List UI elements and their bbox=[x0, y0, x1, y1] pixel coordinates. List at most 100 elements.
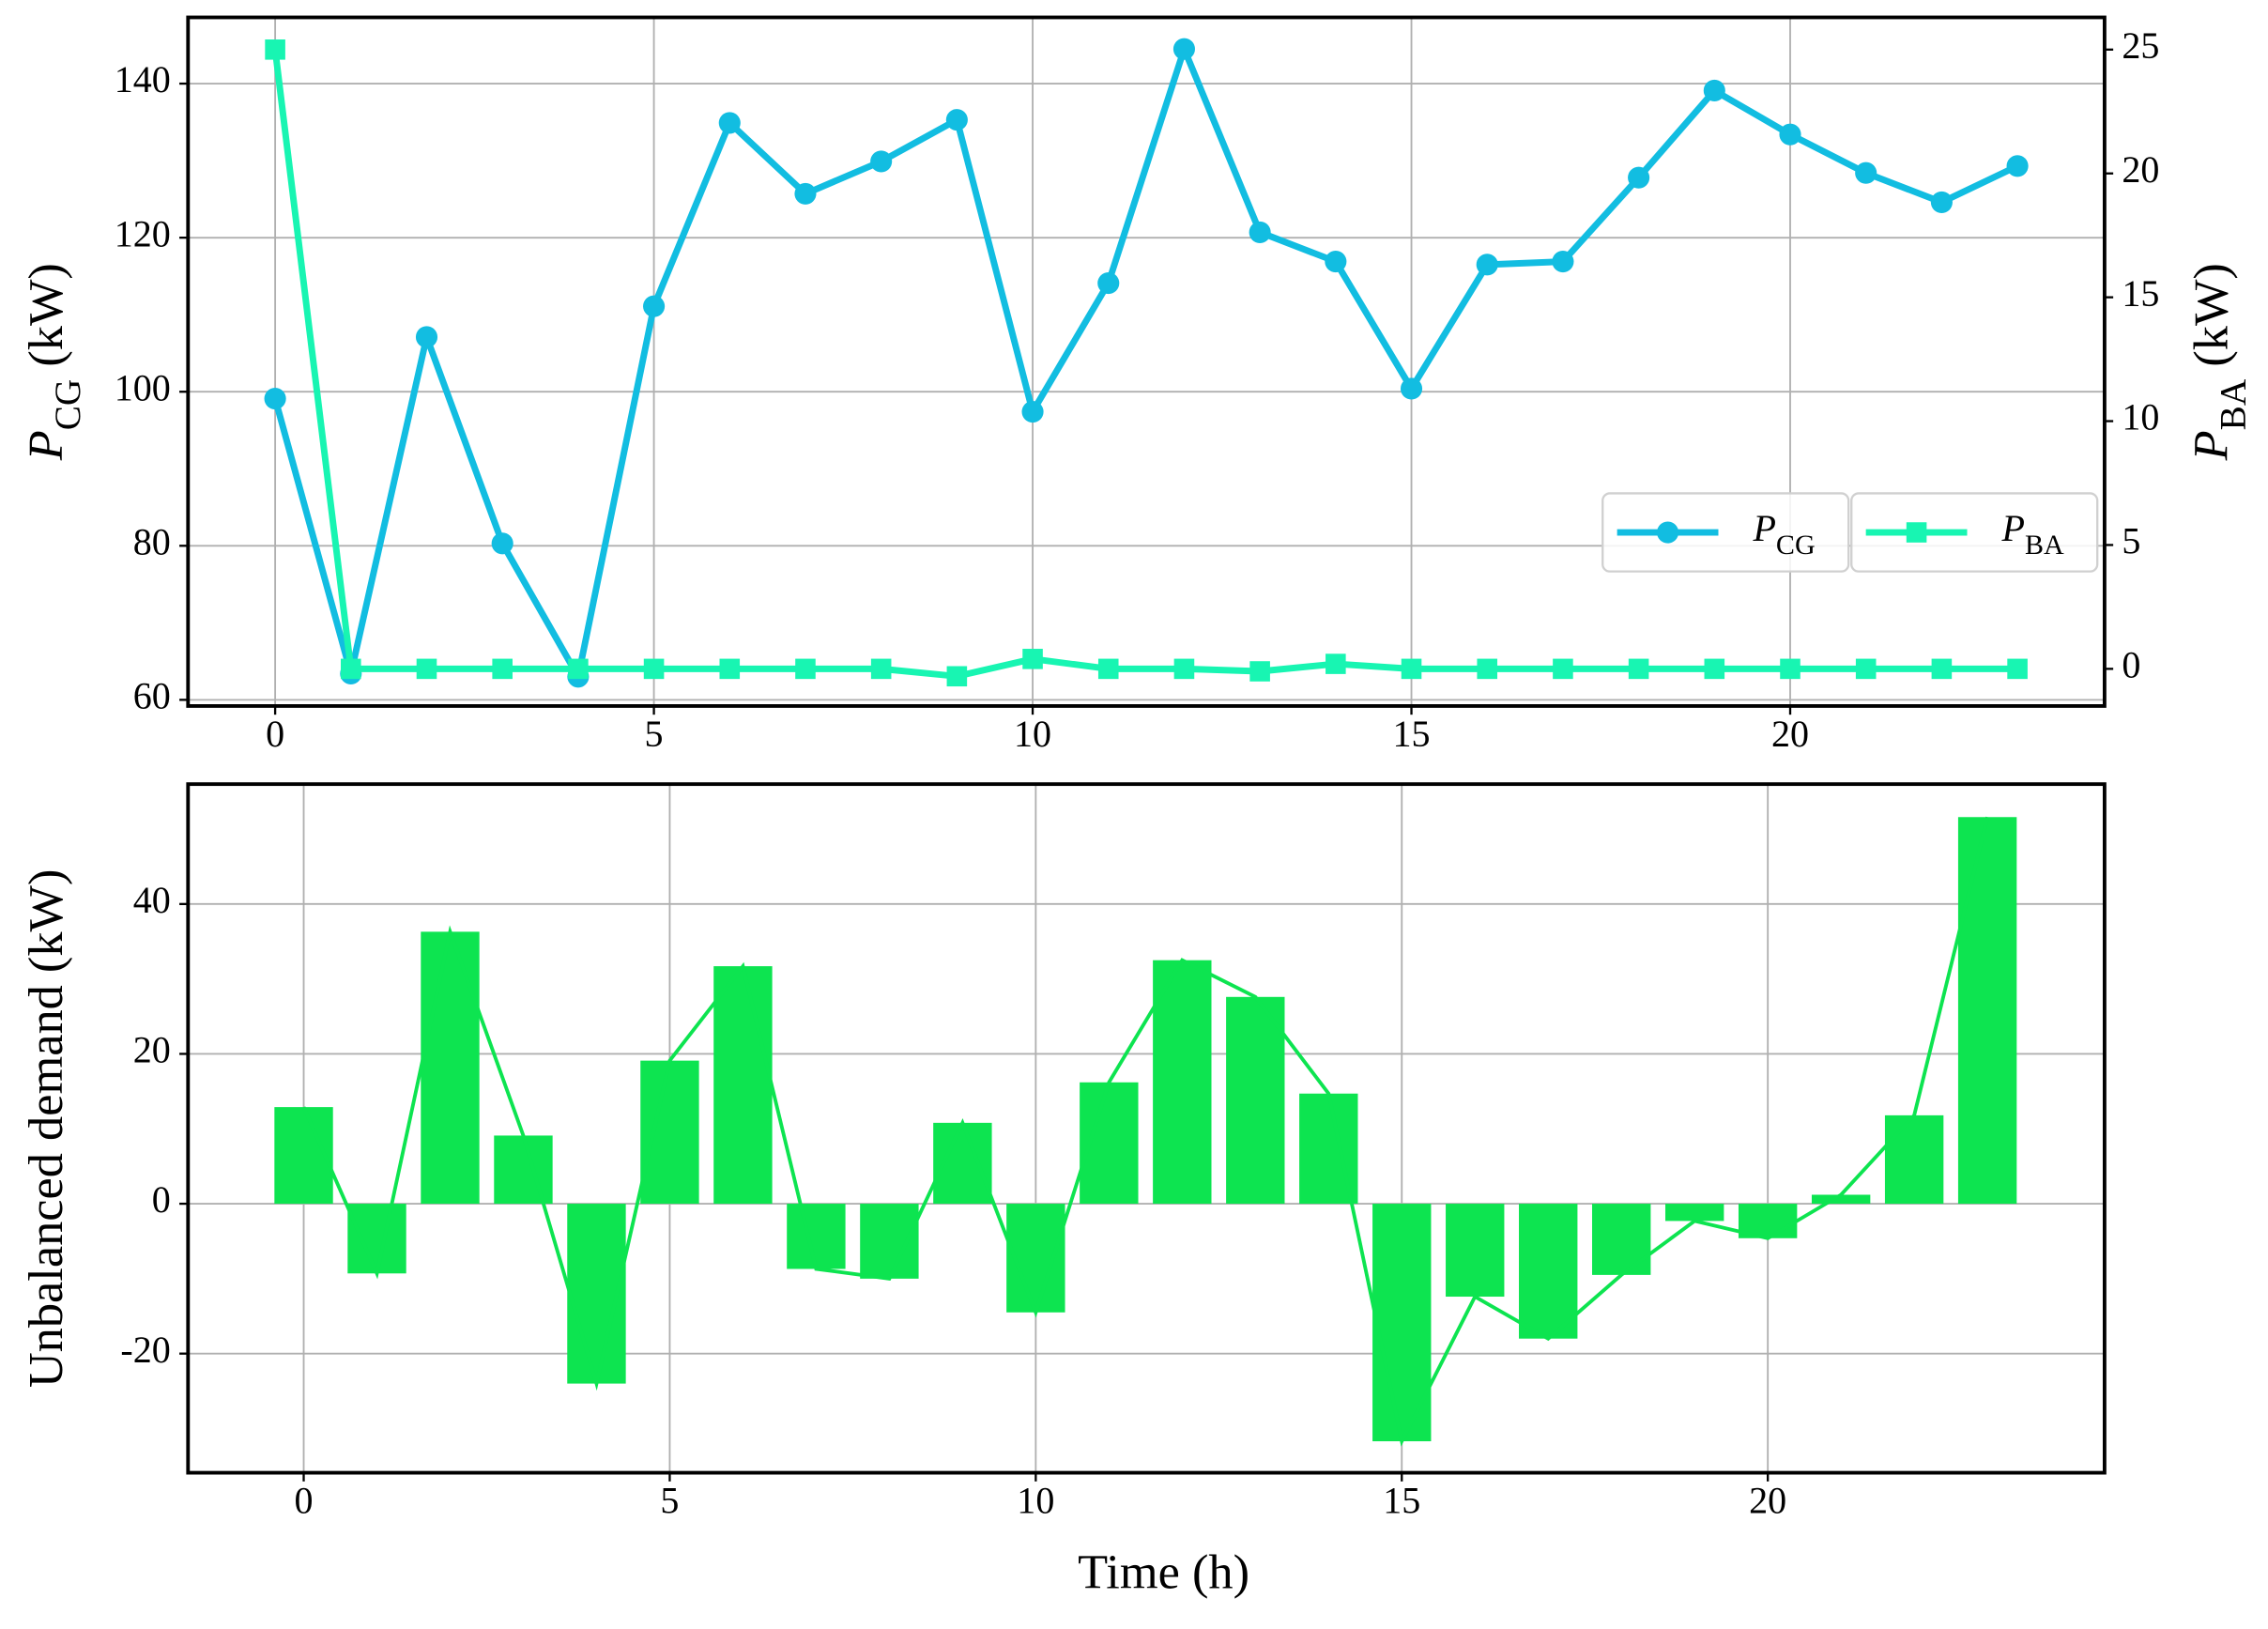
marker bbox=[1930, 191, 1953, 213]
y2-axis-label: PBA (kW) bbox=[2184, 263, 2254, 461]
marker bbox=[1325, 251, 1347, 273]
marker bbox=[1855, 658, 1877, 680]
y-tick-label: -20 bbox=[120, 1329, 170, 1371]
marker bbox=[1400, 377, 1423, 400]
x-tick-label: 10 bbox=[1014, 713, 1051, 755]
bar bbox=[1811, 1194, 1871, 1205]
marker bbox=[2007, 658, 2028, 680]
marker bbox=[416, 658, 437, 680]
legend-box bbox=[1601, 492, 1850, 573]
x-tick-label: 0 bbox=[295, 1480, 314, 1522]
marker bbox=[1552, 251, 1574, 273]
marker bbox=[265, 39, 285, 60]
bar bbox=[1226, 996, 1285, 1205]
y2-tick-label: 25 bbox=[2122, 24, 2159, 67]
marker bbox=[1779, 123, 1801, 146]
bar bbox=[787, 1204, 846, 1269]
y-tick-label: 140 bbox=[115, 58, 171, 100]
plot-frame bbox=[186, 15, 2107, 708]
x-tick-label: 5 bbox=[660, 1480, 679, 1522]
marker bbox=[946, 666, 968, 687]
marker bbox=[1931, 658, 1953, 680]
plot-frame bbox=[186, 782, 2107, 1475]
marker bbox=[491, 532, 513, 555]
y-tick-label: 20 bbox=[133, 1029, 171, 1071]
marker bbox=[945, 109, 968, 131]
marker bbox=[795, 658, 816, 680]
y2-tick-label: 10 bbox=[2122, 396, 2159, 438]
bar bbox=[1519, 1204, 1578, 1339]
marker bbox=[1476, 254, 1498, 276]
bar bbox=[713, 966, 773, 1205]
x-tick-label: 10 bbox=[1017, 1480, 1054, 1522]
marker bbox=[870, 150, 893, 173]
marker bbox=[1022, 649, 1043, 669]
marker bbox=[264, 388, 286, 410]
bar bbox=[1592, 1204, 1651, 1275]
bar bbox=[347, 1204, 406, 1274]
marker bbox=[568, 658, 589, 680]
marker bbox=[1021, 400, 1044, 423]
marker bbox=[1628, 658, 1649, 680]
y2-tick-label: 0 bbox=[2122, 644, 2140, 686]
marker bbox=[2006, 155, 2029, 177]
y2-tick-label: 5 bbox=[2122, 520, 2140, 562]
x-tick-label: 15 bbox=[1393, 713, 1431, 755]
y-tick-label: 80 bbox=[133, 520, 171, 562]
marker bbox=[870, 658, 892, 680]
x-tick-label: 20 bbox=[1749, 1480, 1786, 1522]
marker bbox=[794, 182, 817, 205]
legend-marker bbox=[1906, 522, 1927, 543]
y2-tick-label: 15 bbox=[2122, 272, 2159, 315]
marker bbox=[719, 658, 741, 680]
bar bbox=[1884, 1114, 1944, 1205]
legend-marker bbox=[1657, 521, 1679, 544]
bar bbox=[640, 1060, 699, 1205]
y-tick-label: 120 bbox=[115, 212, 171, 254]
marker bbox=[415, 326, 438, 348]
marker bbox=[1704, 658, 1725, 680]
x-tick-label: 5 bbox=[645, 713, 664, 755]
bar bbox=[421, 931, 480, 1205]
marker bbox=[1401, 658, 1422, 680]
marker bbox=[1249, 221, 1271, 243]
marker bbox=[1326, 653, 1346, 674]
marker bbox=[1553, 658, 1573, 680]
bar bbox=[1153, 960, 1212, 1205]
bar bbox=[1372, 1204, 1432, 1442]
legend-label: PBA bbox=[2000, 507, 2063, 561]
x-tick-label: 15 bbox=[1383, 1480, 1420, 1522]
series-line bbox=[271, 49, 2018, 680]
marker bbox=[643, 295, 666, 317]
legend-label: PCG bbox=[1752, 507, 1815, 561]
y2-tick-label: 20 bbox=[2122, 148, 2159, 191]
y-tick-label: 0 bbox=[152, 1178, 171, 1221]
marker bbox=[643, 658, 665, 680]
bar bbox=[1957, 817, 2017, 1205]
bar bbox=[1664, 1204, 1724, 1222]
marker bbox=[718, 112, 741, 134]
x-axis-label: Time (h) bbox=[1078, 1545, 1249, 1600]
marker bbox=[1780, 658, 1801, 680]
bar bbox=[1446, 1204, 1505, 1298]
marker bbox=[1628, 166, 1650, 189]
x-tick-label: 0 bbox=[266, 713, 284, 755]
y-axis-label: Unbalanced demand (kW) bbox=[19, 869, 73, 1389]
marker bbox=[1172, 38, 1196, 60]
series-line bbox=[271, 45, 2019, 681]
marker bbox=[1855, 161, 1877, 184]
marker bbox=[492, 658, 513, 680]
y-tick-label: 40 bbox=[133, 879, 171, 921]
marker bbox=[1097, 271, 1120, 295]
x-tick-label: 20 bbox=[1771, 713, 1809, 755]
marker bbox=[1477, 658, 1498, 680]
marker bbox=[1097, 658, 1119, 680]
y-axis-label: PCG (kW) bbox=[19, 263, 87, 461]
bar bbox=[860, 1204, 919, 1279]
series-line bbox=[301, 816, 1989, 1447]
marker bbox=[1703, 79, 1725, 102]
bar bbox=[494, 1135, 553, 1205]
marker bbox=[341, 658, 361, 680]
y-tick-label: 100 bbox=[115, 366, 171, 408]
